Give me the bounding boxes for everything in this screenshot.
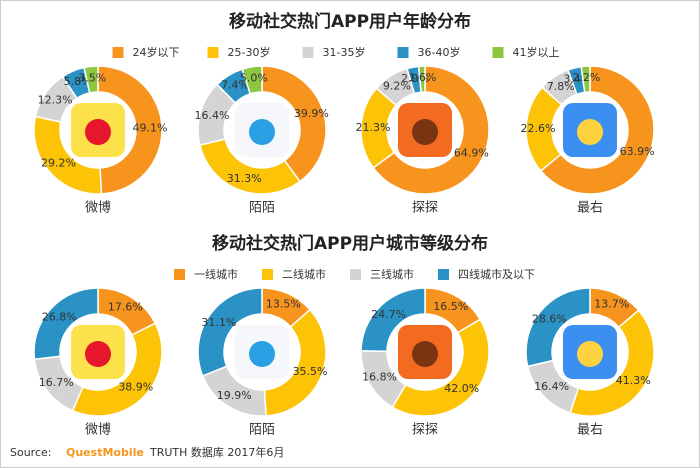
donut-segment bbox=[417, 65, 426, 94]
app-icon-mark bbox=[249, 341, 275, 367]
legend-label: 四线城市及以下 bbox=[458, 267, 535, 281]
data-label: 49.1% bbox=[133, 122, 168, 135]
app-icon-mark bbox=[577, 119, 603, 145]
app-icon-mark bbox=[85, 341, 111, 367]
donut-segment bbox=[241, 65, 263, 95]
legend-label: 二线城市 bbox=[282, 267, 326, 281]
legend-swatch bbox=[492, 47, 504, 58]
donut-segment bbox=[83, 65, 99, 94]
data-label: 16.7% bbox=[39, 376, 74, 389]
legend-label: 41岁以上 bbox=[513, 45, 560, 59]
data-label: 3.5% bbox=[78, 71, 106, 84]
legend-swatch bbox=[207, 47, 219, 58]
data-label: 16.4% bbox=[534, 380, 569, 393]
legend-swatch bbox=[438, 269, 449, 280]
app-icon-mark bbox=[85, 119, 111, 145]
app-icon-mark bbox=[577, 341, 603, 367]
data-label: 16.8% bbox=[362, 370, 397, 383]
data-label: 17.6% bbox=[108, 301, 143, 314]
data-label: 63.9% bbox=[620, 145, 655, 158]
data-label: 19.9% bbox=[217, 389, 252, 402]
source-text: TRUTH 数据库 2017年6月 bbox=[149, 445, 284, 459]
legend-label: 一线城市 bbox=[194, 267, 238, 281]
data-label: 64.9% bbox=[454, 147, 489, 160]
app-name: 陌陌 bbox=[249, 423, 275, 438]
data-label: 1.6% bbox=[408, 71, 436, 84]
data-label: 16.5% bbox=[433, 300, 468, 313]
legend-swatch bbox=[350, 269, 361, 280]
legend-swatch bbox=[174, 269, 185, 280]
donut-segment bbox=[97, 65, 163, 195]
legend-swatch bbox=[302, 47, 314, 58]
chart-title: 移动社交热门APP用户年龄分布 bbox=[229, 11, 471, 32]
data-label: 29.2% bbox=[41, 157, 76, 170]
data-label: 5.0% bbox=[240, 72, 268, 85]
donut-segment bbox=[360, 287, 426, 353]
donut-segment bbox=[391, 318, 490, 417]
app-name: 微博 bbox=[85, 201, 111, 216]
data-label: 31.1% bbox=[201, 316, 236, 329]
data-label: 2.2% bbox=[572, 71, 600, 84]
legend-label: 三线城市 bbox=[370, 267, 414, 281]
data-label: 13.7% bbox=[594, 298, 629, 311]
app-icon-mark bbox=[412, 119, 438, 145]
donut-segment bbox=[372, 65, 490, 195]
app-name: 最右 bbox=[577, 423, 603, 438]
donut-segment bbox=[539, 65, 655, 195]
chart-title: 移动社交热门APP用户城市等级分布 bbox=[212, 233, 488, 254]
legend-label: 36-40岁 bbox=[418, 45, 461, 59]
app-icon-mark bbox=[412, 341, 438, 367]
donut-segment bbox=[197, 287, 263, 377]
donut-segment bbox=[263, 308, 327, 417]
data-label: 42.0% bbox=[444, 382, 479, 395]
data-label: 41.3% bbox=[616, 374, 651, 387]
donut-segment bbox=[525, 287, 591, 368]
data-label: 9.2% bbox=[383, 79, 411, 92]
donut-segment bbox=[569, 309, 655, 417]
legend-swatch bbox=[112, 47, 124, 58]
donut-segment bbox=[261, 65, 327, 183]
data-label: 5.8% bbox=[64, 75, 92, 88]
donut-segment bbox=[33, 287, 99, 361]
app-name: 微博 bbox=[85, 423, 111, 438]
data-label: 13.5% bbox=[266, 298, 301, 311]
donut-segment bbox=[71, 322, 163, 417]
data-label: 7.8% bbox=[547, 80, 575, 93]
data-label: 39.9% bbox=[294, 107, 329, 120]
donut-segment bbox=[580, 65, 591, 94]
source-label: Source: bbox=[10, 446, 52, 459]
data-label: 7.4% bbox=[221, 79, 249, 92]
data-label: 12.3% bbox=[38, 94, 73, 107]
legend-swatch bbox=[262, 269, 273, 280]
app-name: 探探 bbox=[412, 201, 438, 216]
app-name: 最右 bbox=[577, 201, 603, 216]
data-label: 22.6% bbox=[521, 122, 556, 135]
data-label: 35.5% bbox=[293, 365, 328, 378]
legend-label: 24岁以下 bbox=[133, 45, 180, 59]
legend-label: 31-35岁 bbox=[323, 45, 366, 59]
legend-label: 25-30岁 bbox=[228, 45, 271, 59]
data-label: 24.7% bbox=[371, 308, 406, 321]
app-name: 探探 bbox=[412, 423, 438, 438]
data-label: 28.6% bbox=[532, 313, 567, 326]
data-label: 31.3% bbox=[227, 172, 262, 185]
data-label: 16.4% bbox=[194, 109, 229, 122]
legend-swatch bbox=[397, 47, 409, 58]
source-brand: QuestMobile bbox=[66, 446, 144, 459]
data-label: 38.9% bbox=[118, 381, 153, 394]
data-label: 21.3% bbox=[356, 121, 391, 134]
data-label: 26.8% bbox=[42, 310, 77, 323]
app-name: 陌陌 bbox=[249, 201, 275, 216]
app-icon-mark bbox=[249, 119, 275, 145]
